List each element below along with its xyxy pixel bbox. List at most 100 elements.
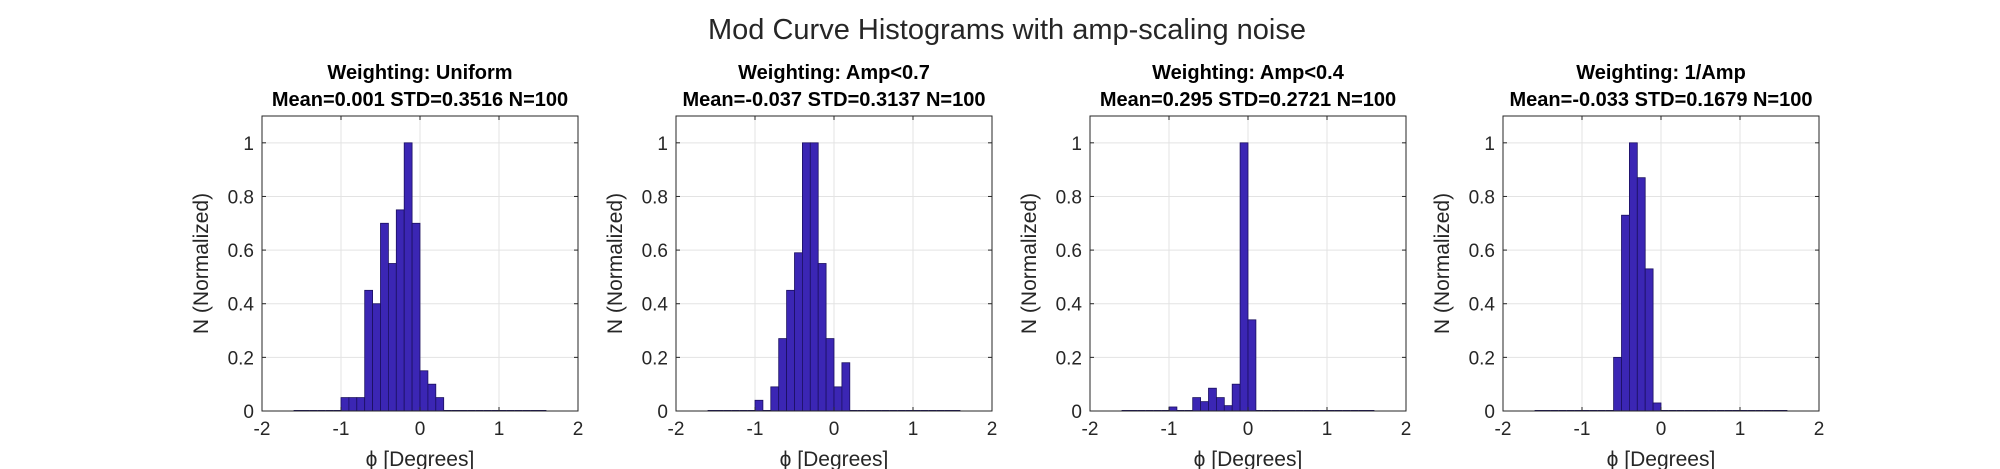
histogram-bar xyxy=(403,142,413,412)
x-tick-label: 1 xyxy=(1322,419,1333,440)
histogram-bar xyxy=(825,338,835,412)
histogram-bar xyxy=(364,289,374,412)
y-axis-label: N (Normalized) xyxy=(604,193,627,334)
histogram-bar xyxy=(1168,406,1178,412)
y-tick-label: 0.6 xyxy=(228,241,254,262)
y-tick-label: 1 xyxy=(657,134,668,155)
x-tick-label: -2 xyxy=(1082,419,1099,440)
y-axis-label: N (Normalized) xyxy=(1018,193,1041,334)
x-axis-label: ϕ [Degrees] xyxy=(780,448,889,469)
y-axis-label: N (Normalized) xyxy=(1431,193,1454,334)
y-tick-label: 0.2 xyxy=(1056,348,1082,369)
histogram-bar xyxy=(1192,397,1201,412)
y-tick-label: 0.6 xyxy=(642,241,668,262)
histogram-bar xyxy=(817,263,827,412)
histogram-bar xyxy=(1613,356,1622,412)
panel-stats: Mean=0.295 STD=0.2721 N=100 xyxy=(1100,89,1396,111)
x-tick-label: -2 xyxy=(1495,419,1512,440)
panel-title: Weighting: Amp<0.4 xyxy=(1152,62,1345,84)
histogram-bar xyxy=(372,303,381,412)
panel-stats: Mean=-0.033 STD=0.1679 N=100 xyxy=(1510,89,1813,111)
histogram-bar xyxy=(419,370,429,412)
histogram-bar xyxy=(411,222,421,412)
x-tick-label: 0 xyxy=(415,419,426,440)
histogram-bar xyxy=(380,222,389,412)
y-tick-label: 0.2 xyxy=(228,348,254,369)
histogram-bar xyxy=(841,362,851,412)
y-tick-label: 0.8 xyxy=(642,187,668,208)
chart-panel-2: -2 -1 0 1 2 0 0.2 0.4 0.6 0.8 1 Weighting: Amp<0.7 M… xyxy=(604,62,997,469)
histogram-bar xyxy=(1239,142,1249,412)
y-tick-label: 0.4 xyxy=(1469,295,1496,316)
y-axis-label: N (Normalized) xyxy=(190,193,213,334)
y-tick-label: 1 xyxy=(1484,134,1495,155)
y-tick-label: 0.2 xyxy=(642,348,668,369)
histogram-bar xyxy=(1223,405,1233,412)
histogram-bar xyxy=(754,399,764,412)
histogram-bar xyxy=(1636,177,1646,412)
chart-panel-3: -2 -1 0 1 2 0 0.2 0.4 0.6 0.8 1 Weighting: Amp<0.4 M… xyxy=(1018,62,1411,469)
y-tick-label: 1 xyxy=(243,134,254,155)
x-tick-label: 2 xyxy=(1401,419,1412,440)
x-tick-label: 1 xyxy=(908,419,919,440)
y-tick-label: 0 xyxy=(243,402,254,423)
x-tick-label: -1 xyxy=(333,419,350,440)
histogram-bar xyxy=(427,383,437,412)
histogram-bar xyxy=(1652,402,1662,412)
histogram-bar xyxy=(833,386,843,412)
histogram-bar xyxy=(809,142,819,412)
x-tick-label: 1 xyxy=(1735,419,1746,440)
y-tick-label: 0 xyxy=(1071,402,1082,423)
histogram-bar xyxy=(1644,268,1654,412)
x-axis-label: ϕ [Degrees] xyxy=(366,448,475,469)
histogram-bar xyxy=(794,252,803,412)
panel-title: Weighting: Uniform xyxy=(327,62,512,84)
x-axis-label: ϕ [Degrees] xyxy=(1607,448,1716,469)
y-tick-label: 0.8 xyxy=(1469,187,1495,208)
histogram-bar xyxy=(1208,387,1217,412)
histogram-bar xyxy=(435,397,445,412)
panel-title: Weighting: 1/Amp xyxy=(1576,62,1746,84)
y-tick-label: 0.6 xyxy=(1469,241,1495,262)
panel-stats: Mean=-0.037 STD=0.3137 N=100 xyxy=(683,89,986,111)
histogram-bar xyxy=(786,289,795,412)
x-tick-label: -2 xyxy=(254,419,271,440)
x-tick-label: 0 xyxy=(1656,419,1667,440)
histogram-bar xyxy=(1629,142,1638,412)
y-tick-label: 1 xyxy=(1071,134,1082,155)
histogram-bar xyxy=(395,209,405,412)
y-tick-label: 0.2 xyxy=(1469,348,1495,369)
y-tick-label: 0 xyxy=(657,402,668,423)
histogram-bar xyxy=(802,142,811,412)
y-tick-label: 0.8 xyxy=(228,187,254,208)
chart-panel-1: -2 -1 0 1 2 0 0.2 0.4 0.6 0.8 1 Weighting: Uniform M… xyxy=(190,62,583,469)
panel-title: Weighting: Amp<0.7 xyxy=(738,62,930,84)
histogram-bar xyxy=(340,397,350,412)
x-tick-label: 0 xyxy=(1243,419,1254,440)
histogram-bar xyxy=(1200,401,1209,412)
x-tick-label: -2 xyxy=(668,419,685,440)
histogram-bar xyxy=(387,263,397,412)
histogram-bar xyxy=(1231,383,1241,412)
y-tick-label: 0.4 xyxy=(228,295,255,316)
histogram-bar xyxy=(1216,397,1225,412)
x-tick-label: 0 xyxy=(829,419,840,440)
figure-title: Mod Curve Histograms with amp-scaling no… xyxy=(708,14,1306,46)
histogram-bar xyxy=(770,386,780,412)
panel-stats: Mean=0.001 STD=0.3516 N=100 xyxy=(272,89,568,111)
x-tick-label: 2 xyxy=(573,419,584,440)
x-tick-label: 2 xyxy=(1814,419,1825,440)
x-tick-label: -1 xyxy=(1161,419,1178,440)
histogram-bar xyxy=(356,397,366,412)
x-tick-label: -1 xyxy=(747,419,764,440)
y-tick-label: 0.4 xyxy=(1056,295,1083,316)
histogram-bar xyxy=(1247,319,1257,412)
y-tick-label: 0.4 xyxy=(642,295,669,316)
x-tick-label: 2 xyxy=(987,419,998,440)
x-axis-label: ϕ [Degrees] xyxy=(1194,448,1303,469)
y-tick-label: 0.6 xyxy=(1056,241,1082,262)
y-tick-label: 0 xyxy=(1484,402,1495,423)
histogram-bar xyxy=(348,397,358,412)
x-tick-label: -1 xyxy=(1574,419,1591,440)
